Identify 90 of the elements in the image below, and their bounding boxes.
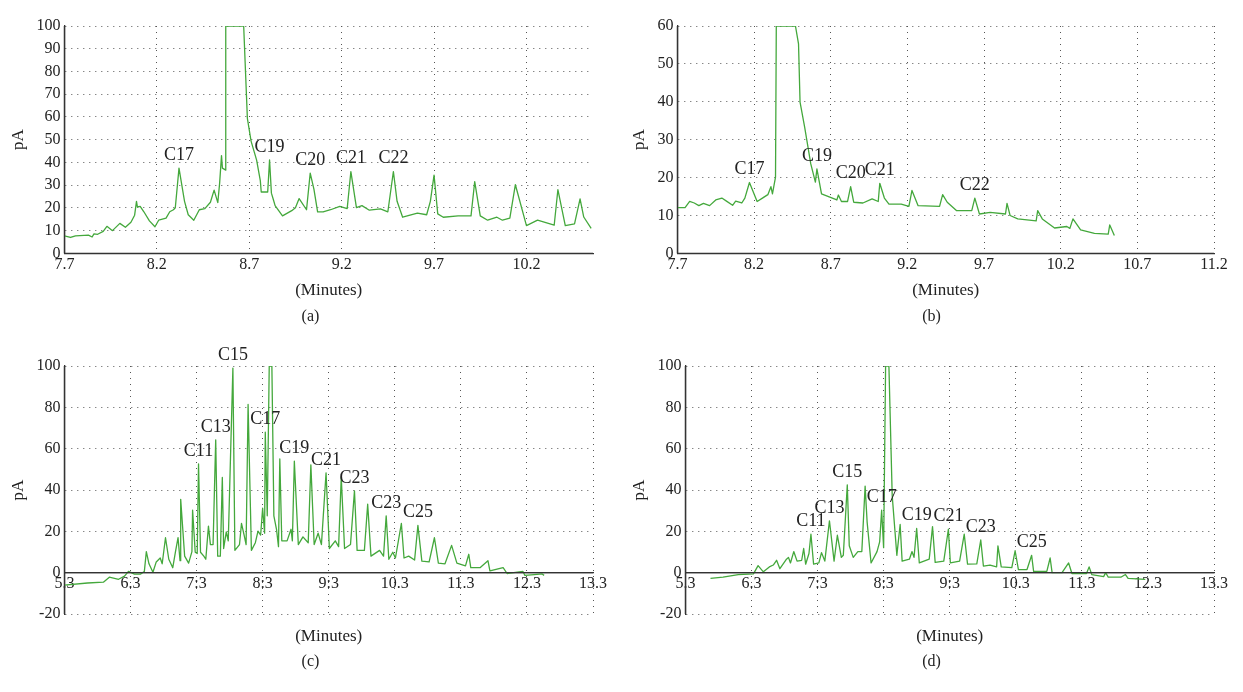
text: (a)	[300, 307, 321, 325]
annotation: C25	[402, 501, 433, 522]
annotation: C25	[1016, 531, 1047, 552]
annotation: C17	[163, 143, 194, 164]
y-tick-label: 50	[657, 54, 674, 72]
annotation: C11	[183, 439, 214, 460]
x-tick-label: 8:3	[873, 574, 894, 592]
y-tick-label: 40	[44, 480, 61, 498]
annotation: C20	[295, 148, 326, 169]
y-tick-label: 40	[657, 92, 674, 109]
x-axis-title: (Minutes)	[295, 280, 363, 300]
y-tick-label: 80	[44, 61, 61, 79]
annotation: C17	[734, 158, 765, 179]
x-tick-label: 9.7	[974, 255, 995, 273]
y-axis-title: pA	[7, 478, 27, 501]
annotation: C21	[933, 505, 964, 525]
text: (b)	[921, 307, 942, 325]
annotation: C22	[378, 147, 409, 168]
x-tick-label: 7:3	[807, 574, 828, 592]
y-tick-label: 100	[657, 356, 682, 374]
x-tick-label: 10.3	[1001, 574, 1030, 592]
y-tick-label: 30	[44, 175, 61, 193]
annotation: C23	[371, 491, 402, 512]
annotation: C21	[311, 448, 342, 469]
y-tick-label: 100	[36, 16, 61, 34]
x-tick-label: 9.2	[897, 255, 918, 273]
x-tick-label: 13.3	[1200, 574, 1228, 592]
y-tick-label: -20	[660, 604, 682, 622]
y-tick-label: -20	[39, 604, 61, 622]
y-tick-label: 10	[657, 205, 674, 223]
y-tick-label: 60	[657, 16, 674, 34]
y-tick-label: 70	[44, 84, 61, 102]
x-axis-title: (Minutes)	[916, 625, 984, 645]
x-tick-label: 10.2	[1046, 255, 1075, 273]
x-tick-label: 8.2	[744, 255, 765, 273]
x-tick-label: 8.7	[239, 255, 260, 273]
text: (c)	[300, 652, 321, 670]
y-axis-title: pA	[628, 478, 648, 501]
x-tick-label: 8.7	[820, 255, 841, 273]
x-tick-label: 6.3	[120, 574, 141, 592]
annotation: C21	[335, 147, 366, 168]
y-tick-label: 80	[44, 397, 61, 415]
x-tick-label: 11.3	[1068, 574, 1096, 592]
y-tick-label: 50	[44, 129, 61, 147]
y-tick-label: 90	[44, 38, 61, 56]
y-tick-label: 20	[44, 521, 61, 539]
annotation: C23	[965, 515, 996, 536]
x-tick-label: 8.2	[146, 255, 167, 273]
y-tick-label: 20	[665, 521, 682, 539]
x-tick-label: 9.2	[331, 255, 352, 273]
y-tick-label: 10	[44, 220, 61, 238]
x-axis-title: (Minutes)	[295, 625, 363, 645]
x-tick-label: 6.3	[741, 574, 762, 592]
x-tick-label: 9:3	[939, 574, 960, 592]
y-tick-label: 20	[44, 198, 61, 216]
annotation: C20	[835, 162, 866, 183]
y-tick-label: 60	[44, 107, 61, 125]
annotation: C19	[254, 135, 285, 156]
x-tick-label: 9:3	[318, 574, 339, 592]
y-tick-label: 40	[44, 152, 61, 170]
x-axis-title: (Minutes)	[912, 280, 980, 300]
y-tick-label: 40	[665, 480, 682, 498]
text: (d)	[921, 652, 942, 670]
x-tick-label: 13.3	[579, 574, 607, 592]
y-tick-label: 30	[657, 129, 674, 147]
y-tick-label: 20	[657, 167, 674, 185]
x-tick-label: 12.3	[512, 574, 541, 592]
x-tick-label: 10.7	[1123, 255, 1152, 273]
y-tick-label: 60	[665, 438, 682, 456]
annotation: C21	[864, 159, 895, 180]
x-tick-label: 12.3	[1133, 574, 1162, 592]
y-tick-label: 100	[36, 356, 61, 374]
y-tick-label: 80	[665, 397, 682, 415]
x-tick-label: 11.3	[447, 574, 475, 592]
annotation: C15	[832, 460, 863, 481]
y-axis-title: pA	[628, 128, 648, 151]
annotation: C15	[217, 343, 248, 364]
x-tick-label: 8:3	[252, 574, 273, 592]
y-tick-label: 60	[44, 438, 61, 456]
x-tick-label: 10.3	[380, 574, 409, 592]
annotation: C13	[200, 415, 231, 436]
x-tick-label: 9.7	[424, 255, 445, 273]
x-tick-label: 7:3	[186, 574, 207, 592]
annotation: C19	[901, 504, 932, 525]
y-axis-title: pA	[7, 128, 27, 151]
x-tick-label: 10.2	[512, 255, 541, 273]
annotation: C23	[339, 466, 370, 487]
annotation: C19	[279, 437, 310, 458]
x-tick-label: 11.2	[1200, 255, 1228, 273]
annotation: C22	[959, 173, 990, 194]
